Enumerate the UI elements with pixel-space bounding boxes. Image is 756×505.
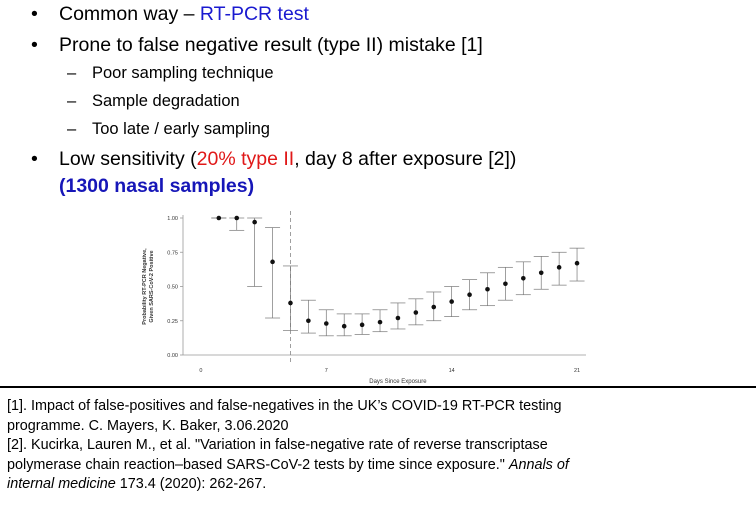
data-point	[413, 310, 419, 315]
bullet-row-common-way: • Common way – RT-PCR test	[31, 3, 309, 26]
journal-name-b: internal medicine	[7, 476, 116, 492]
bullet-marker: •	[31, 148, 38, 170]
bullet-marker: •	[31, 3, 38, 25]
bullet-row-false-negative: • Prone to false negative result (type I…	[31, 34, 483, 57]
reference-1-line-2: programme. C. Mayers, K. Baker, 3.06.202…	[7, 417, 289, 434]
reference-2-line-1: [2]. Kucirka, Lauren M., et al. "Variati…	[7, 437, 548, 453]
false-negative-chart: 0.00 0.25 0.50 0.75 1.00 0 7 14 21 Days Since Exp…	[142, 211, 586, 385]
sub-bullet-degradation: – Sample degradation	[67, 92, 240, 111]
data-point	[306, 318, 311, 324]
data-point	[449, 299, 454, 304]
reference-2-volume: 173.4 (2020): 262-267.	[115, 476, 267, 492]
sub-bullet-marker: –	[67, 64, 77, 82]
data-point	[538, 270, 544, 276]
sub-bullet-marker: –	[67, 92, 77, 110]
bullet-prefix: Common way –	[59, 3, 200, 25]
journal-name-a: Annals of	[508, 456, 569, 473]
y-tick-label: 0.25	[167, 319, 178, 325]
sub-bullet-timing: – Too late / early sampling	[67, 120, 270, 139]
bullet-text: Prone to false negative result (type II)…	[59, 34, 483, 56]
x-tick-label: 7	[325, 368, 328, 374]
references: [1]. Impact of false-positives and false…	[0, 397, 756, 495]
data-point	[431, 304, 437, 310]
reference-divider	[0, 386, 756, 388]
data-point	[216, 215, 222, 221]
reference-2-text: polymerase chain reaction–based SARS-CoV…	[7, 456, 509, 473]
y-tick-label: 0.75	[167, 250, 178, 256]
bullet-text: Common way – RT-PCR test	[59, 3, 309, 26]
y-tick-label: 1.00	[167, 216, 178, 222]
data-point	[341, 323, 347, 329]
data-point	[574, 260, 580, 266]
data-point	[521, 275, 526, 281]
x-tick-label: 21	[574, 368, 580, 374]
data-point	[323, 321, 329, 326]
y-axis-label-line-1: Probability RT-PCR Negative,	[142, 248, 148, 325]
nasal-samples-note: (1300 nasal samples)	[59, 175, 255, 197]
sub-bullet-text: Too late / early sampling	[92, 120, 270, 138]
data-point	[234, 215, 240, 221]
data-point	[270, 259, 275, 265]
sub-bullet-text: Poor sampling technique	[92, 64, 274, 82]
bullet-marker: •	[31, 34, 38, 56]
type-ii-highlight: 20% type II	[196, 148, 295, 170]
data-point	[252, 219, 257, 225]
data-point	[395, 315, 401, 321]
y-tick-label: 0.50	[167, 285, 178, 291]
y-axis-label-line-2: Given SARS-CoV-2 Positive	[149, 250, 155, 322]
data-point	[467, 292, 472, 298]
bullet-prefix: Low sensitivity (	[59, 148, 197, 170]
bullet-text: Low sensitivity (20% type II, day 8 afte…	[59, 148, 516, 171]
data-point	[485, 286, 490, 292]
data-point	[359, 322, 365, 328]
bullet-row-sensitivity: • Low sensitivity (20% type II, day 8 af…	[31, 148, 516, 171]
sub-bullet-text: Sample degradation	[92, 92, 240, 110]
reference-1-line-1: [1]. Impact of false-positives and false…	[7, 398, 562, 414]
sub-bullet-marker: –	[67, 120, 77, 138]
data-point	[503, 281, 508, 287]
reference-2-line-3: internal medicine 173.4 (2020): 262-267.	[0, 475, 756, 495]
bullet-suffix: , day 8 after exposure [2])	[294, 148, 517, 170]
y-tick-label: 0.00	[167, 353, 178, 359]
x-axis-label: Days Since Exposure	[369, 379, 427, 385]
rt-pcr-highlight: RT-PCR test	[199, 3, 309, 25]
sub-bullet-poor-sampling: – Poor sampling technique	[67, 64, 274, 83]
reference-2-line-2: polymerase chain reaction–based SARS-CoV…	[0, 456, 756, 476]
data-point	[377, 319, 383, 325]
data-point	[288, 300, 293, 306]
x-tick-label: 14	[449, 368, 455, 374]
data-point	[556, 265, 562, 270]
x-tick-label: 0	[199, 368, 202, 374]
